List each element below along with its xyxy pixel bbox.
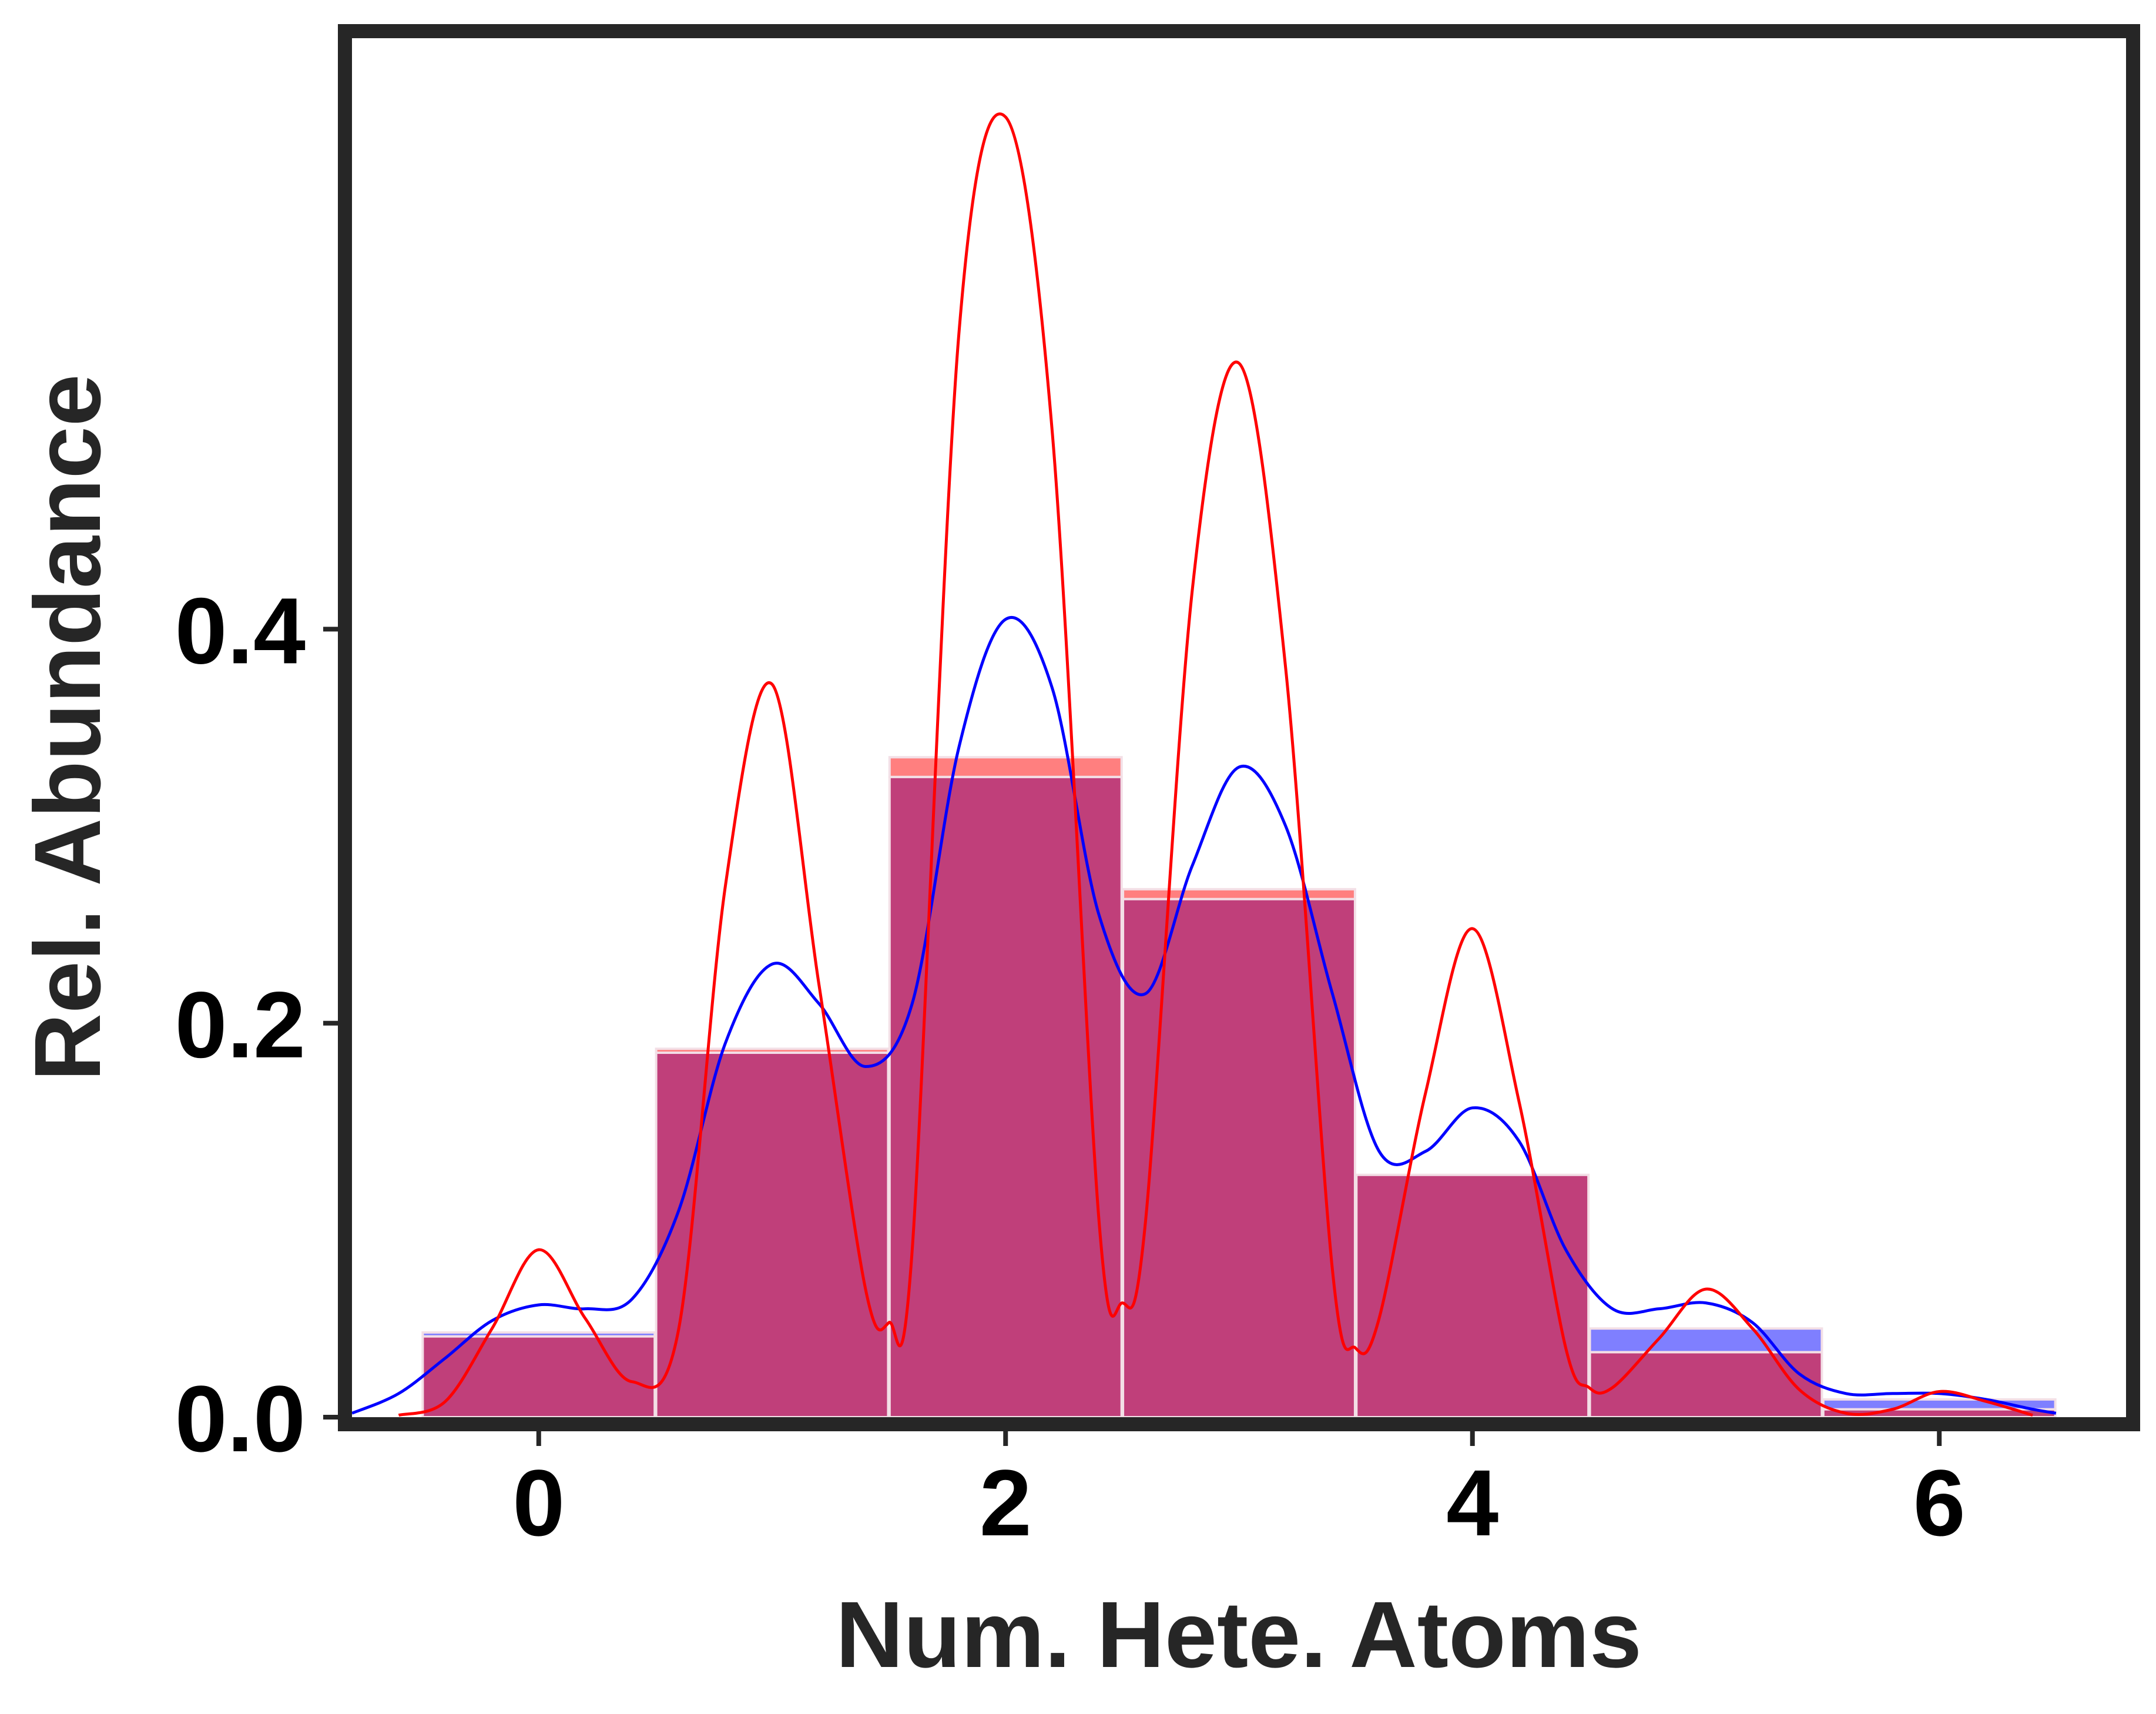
x-tick-label-2: 2: [980, 1450, 1032, 1555]
bar-excess-3: [1122, 888, 1356, 900]
bar-overlap-0: [421, 1335, 656, 1418]
bar-overlap-4: [1355, 1173, 1590, 1418]
y-tick-label-0.2: 0.2: [175, 972, 306, 1077]
x-axis-label: Num. Hete. Atoms: [836, 1582, 1642, 1687]
y-tick-label-0.0: 0.0: [175, 1366, 306, 1471]
bar-overlap-1: [655, 1051, 890, 1418]
bar-overlap-5: [1588, 1351, 1823, 1418]
y-tick-label-0.4: 0.4: [175, 578, 306, 683]
histogram-bars: [421, 756, 2057, 1419]
x-tick-label-0: 0: [512, 1450, 565, 1555]
bar-excess-2: [888, 756, 1123, 778]
y-axis-label: Rel. Abundance: [15, 374, 120, 1081]
plot-frame: [338, 24, 2140, 1431]
bar-excess-1: [655, 1047, 890, 1054]
bar-overlap-2: [888, 775, 1123, 1418]
x-tick-label-4: 4: [1446, 1450, 1498, 1555]
bar-excess-5: [1588, 1327, 1823, 1354]
x-tick-label-6: 6: [1913, 1450, 1966, 1555]
density-curves: [351, 112, 2057, 1417]
axis-ticks: 0 2 4 6 0.0 0.2 0.4: [175, 578, 1966, 1555]
bar-excess-0: [421, 1331, 656, 1338]
density-curve-1: [398, 112, 2033, 1417]
density-curve-0: [351, 616, 2057, 1415]
